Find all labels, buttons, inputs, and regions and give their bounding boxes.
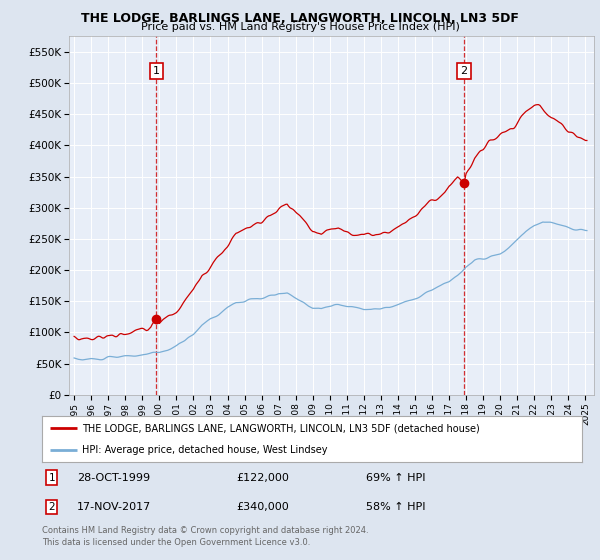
Text: Price paid vs. HM Land Registry's House Price Index (HPI): Price paid vs. HM Land Registry's House … <box>140 22 460 32</box>
Text: 17-NOV-2017: 17-NOV-2017 <box>77 502 151 512</box>
Text: HPI: Average price, detached house, West Lindsey: HPI: Average price, detached house, West… <box>83 445 328 455</box>
Text: THE LODGE, BARLINGS LANE, LANGWORTH, LINCOLN, LN3 5DF (detached house): THE LODGE, BARLINGS LANE, LANGWORTH, LIN… <box>83 423 480 433</box>
Text: 58% ↑ HPI: 58% ↑ HPI <box>366 502 425 512</box>
Text: 1: 1 <box>49 473 55 483</box>
Text: 1: 1 <box>153 66 160 76</box>
Text: £340,000: £340,000 <box>236 502 289 512</box>
Text: THE LODGE, BARLINGS LANE, LANGWORTH, LINCOLN, LN3 5DF: THE LODGE, BARLINGS LANE, LANGWORTH, LIN… <box>81 12 519 25</box>
Text: 28-OCT-1999: 28-OCT-1999 <box>77 473 150 483</box>
Text: 2: 2 <box>49 502 55 512</box>
Text: 2: 2 <box>460 66 467 76</box>
Text: Contains HM Land Registry data © Crown copyright and database right 2024.
This d: Contains HM Land Registry data © Crown c… <box>42 526 368 547</box>
Text: £122,000: £122,000 <box>236 473 289 483</box>
Text: 69% ↑ HPI: 69% ↑ HPI <box>366 473 425 483</box>
